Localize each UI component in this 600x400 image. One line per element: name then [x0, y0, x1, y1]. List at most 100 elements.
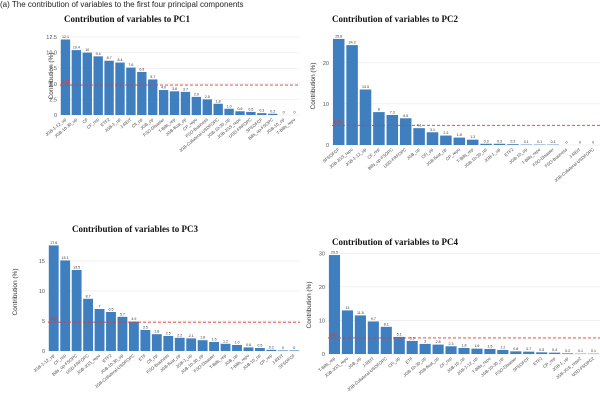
bar-value-label: 0.1	[578, 349, 583, 353]
bar-value-label: 0	[294, 111, 296, 115]
bar-value-label: 8.7	[86, 294, 91, 298]
bar	[246, 111, 256, 115]
bar	[60, 260, 71, 351]
bar-value-label: 1.3	[470, 135, 475, 139]
x-tick-label: ETF	[404, 356, 414, 365]
bar-value-label: 3.1	[430, 128, 435, 132]
bar-value-label: 0.7	[526, 347, 531, 351]
y-tick-label: 15	[39, 259, 45, 265]
bar-value-label: 2.5	[166, 332, 171, 336]
bar-value-label: 3.7	[183, 87, 188, 91]
y-tick-label: 7.5	[49, 66, 57, 72]
bar-value-label: 0.6	[238, 107, 243, 111]
y-tick-label: 30	[319, 251, 325, 257]
reference-label: 4.8	[62, 80, 69, 86]
bar	[104, 60, 114, 115]
bar	[191, 96, 202, 115]
y-tick-label: 10.0	[46, 51, 57, 57]
bar-value-label: 11.5	[357, 311, 364, 315]
bar	[140, 330, 151, 351]
y-axis-title: Contribution (%)	[310, 63, 317, 110]
y-tick-label: 5.0	[49, 82, 57, 88]
bar	[202, 99, 212, 115]
x-tick-label: ETF2	[101, 353, 113, 364]
bar-value-label: 1.8	[462, 343, 467, 347]
bar	[406, 340, 418, 354]
bar-value-label: 5.1	[397, 332, 402, 336]
bar	[71, 270, 82, 351]
bar	[174, 337, 185, 351]
x-tick-label: J-REIT	[119, 117, 133, 130]
bar-value-label: 8.1	[384, 322, 389, 326]
bar-value-label: 9.4	[96, 52, 101, 56]
bar	[151, 334, 162, 351]
bar-value-label: 2.2	[177, 333, 182, 337]
bar-value-label: 10.4	[73, 46, 80, 50]
bar	[419, 343, 431, 354]
bar-value-label: 1.2	[223, 339, 228, 343]
x-tick-label: CF	[81, 117, 89, 125]
bar-value-label: 0	[579, 141, 581, 145]
x-tick-label: CF_rep	[86, 117, 101, 130]
pc2-bar-chart: Contribution of variables to PC2 Contrib…	[310, 14, 600, 183]
bar-value-label: 0.1	[551, 140, 556, 144]
figure-label: (a) The contribution of variables to the…	[0, 0, 244, 9]
bar	[180, 91, 191, 115]
bar-value-label: 25.8	[335, 34, 342, 38]
bar-value-label: 13	[345, 306, 349, 310]
y-tick-label: 0	[54, 113, 57, 119]
bar	[471, 348, 483, 354]
bar	[232, 345, 242, 351]
x-tick-label: JGB_op	[347, 356, 363, 370]
bar-value-label: 1.8	[216, 99, 221, 103]
bar-value-label: 0.3	[484, 139, 489, 143]
bar-value-label: 0.8	[513, 347, 518, 351]
bar-value-label: 6.9	[139, 67, 144, 71]
bar-value-label: 0	[592, 141, 594, 145]
bar-value-label: 15.1	[62, 256, 69, 260]
bar	[277, 350, 288, 351]
bar	[510, 351, 522, 354]
bar-value-label: 0	[566, 141, 568, 145]
bar	[266, 349, 277, 351]
bar-value-label: 2.3	[443, 131, 448, 135]
bar	[235, 111, 245, 115]
bar-value-label: 0.2	[565, 349, 570, 353]
y-tick-label: 20	[319, 285, 325, 291]
bar	[71, 50, 82, 115]
chart-panel-pc3: Contribution of variables to PC3 Contrib…	[0, 200, 300, 400]
bar-value-label: 9.7	[371, 317, 376, 321]
bar-value-label: 6.5	[403, 114, 408, 118]
chart-title: Contribution of variables to PC3	[72, 224, 199, 234]
bar	[373, 112, 385, 145]
bar-value-label: 0.2	[510, 140, 515, 144]
bar	[493, 143, 506, 145]
bar-value-label: 0.5	[539, 348, 544, 352]
bar	[106, 312, 116, 351]
bar	[93, 56, 103, 115]
bar-value-label: 24.3	[349, 41, 356, 45]
chart-title: Contribution of variables to PC2	[332, 14, 459, 24]
bar-value-label: 0.5	[257, 344, 262, 348]
bar-value-label: 0	[283, 111, 285, 115]
bar	[169, 91, 180, 115]
y-tick-label: 20	[323, 61, 329, 67]
bar	[523, 351, 535, 354]
bar	[82, 52, 92, 115]
bar	[480, 143, 492, 145]
bar-value-label: 1.8	[457, 133, 462, 137]
bar	[128, 321, 139, 351]
bar-value-label: 4.0	[161, 86, 166, 90]
x-tick-label: ETF2	[503, 147, 515, 158]
chart-panel-pc2: Contribution of variables to PC2 Contrib…	[300, 0, 600, 200]
bar-value-label: 10	[85, 48, 89, 52]
bar	[186, 338, 197, 351]
bar	[137, 71, 147, 115]
bar	[386, 114, 399, 145]
bar	[257, 113, 267, 115]
bar	[413, 128, 425, 145]
bar	[254, 348, 265, 351]
bar	[117, 316, 128, 351]
bar-value-label: 1.6	[474, 344, 479, 348]
bar-value-label: 1.8	[200, 336, 205, 340]
